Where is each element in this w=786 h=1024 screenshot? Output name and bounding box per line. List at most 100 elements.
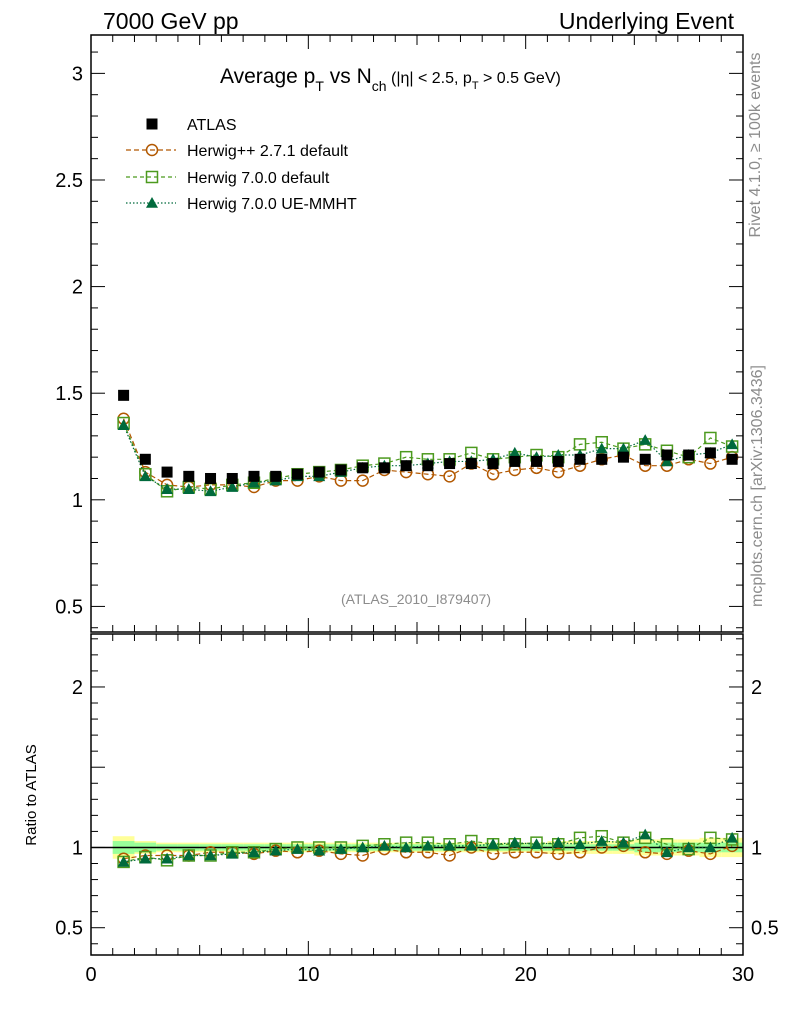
x-tick-label: 0 xyxy=(85,964,96,986)
ratio-y-tick-label-right: 0.5 xyxy=(751,918,779,940)
point-atlas xyxy=(422,460,434,472)
ratio-point-herwig7ue xyxy=(182,849,195,861)
point-herwig7ue xyxy=(226,481,239,492)
header-right: Underlying Event xyxy=(559,8,735,34)
point-atlas xyxy=(661,449,673,461)
ratio-point-herwig7ue xyxy=(248,846,260,858)
ratio-point-herwigpp xyxy=(552,847,565,861)
point-herwig7ue xyxy=(726,438,739,450)
ratio-line-herwigpp xyxy=(123,845,733,860)
ratio-point-herwig7ue xyxy=(400,841,413,853)
point-herwig7ue xyxy=(182,483,195,494)
point-herwig7ue xyxy=(204,485,217,497)
point-atlas xyxy=(161,466,173,478)
ratio-point-herwig7ue xyxy=(617,836,630,848)
legend-marker-herwig7ue xyxy=(146,197,158,208)
header-left: 7000 GeV pp xyxy=(103,8,239,34)
x-tick-label: 10 xyxy=(297,964,319,986)
ratio-point-herwig7ue xyxy=(421,839,434,851)
point-atlas xyxy=(139,453,151,465)
x-tick-label: 30 xyxy=(732,964,754,986)
x-tick-label: 20 xyxy=(515,964,537,986)
point-atlas xyxy=(617,451,629,463)
ratio-point-herwig7ue xyxy=(574,838,586,850)
ratio-point-herwig7ue xyxy=(313,844,326,856)
legend-marker-herwig7 xyxy=(145,170,159,184)
ratio-point-herwig7ue xyxy=(334,843,347,854)
ratio-point-herwig7ue xyxy=(269,844,282,856)
ratio-y-tick-label-left: 0.5 xyxy=(55,918,83,940)
ratio-point-herwig7ue xyxy=(726,831,739,843)
ratio-point-herwig7ue xyxy=(378,839,391,851)
point-herwig7ue xyxy=(248,476,260,488)
ratio-ylabel: Ratio to ATLAS xyxy=(23,744,40,845)
ratio-point-herwig7ue xyxy=(291,843,304,854)
ratio-point-herwig7ue xyxy=(117,855,130,867)
legend-marker-atlas xyxy=(146,118,158,130)
point-atlas xyxy=(465,458,477,470)
ratio-point-herwig7ue xyxy=(226,847,239,859)
point-atlas xyxy=(226,472,238,484)
ratio-y-tick-label-left: 1 xyxy=(72,837,83,859)
point-atlas xyxy=(574,453,586,465)
point-atlas xyxy=(487,458,499,470)
point-atlas xyxy=(531,455,543,467)
ratio-point-herwig7ue xyxy=(161,852,174,864)
y-tick-label: 2.5 xyxy=(55,170,83,192)
point-atlas xyxy=(639,453,651,465)
point-herwig7ue xyxy=(161,483,174,494)
y-tick-label: 3 xyxy=(72,63,83,85)
ratio-panel: 0.5 0.51 12 20 10 20 30 xyxy=(55,633,779,986)
ratio-point-herwig7ue xyxy=(704,841,717,853)
main-panel: 0.5 1 1.5 2 2.5 3 xyxy=(55,34,744,633)
legend-label-atlas: ATLAS xyxy=(187,117,237,134)
series-line-herwigpp xyxy=(123,418,733,488)
legend-marker-herwigpp xyxy=(145,143,159,157)
point-herwigpp xyxy=(356,474,369,487)
ratio-point-herwig7ue xyxy=(204,849,217,861)
point-herwig7 xyxy=(704,431,717,445)
point-herwigpp xyxy=(552,465,565,479)
y-tick-label: 1.5 xyxy=(55,383,83,405)
ratio-point-herwig7ue xyxy=(639,828,652,840)
legend-label-herwigpp: Herwig++ 2.7.1 default xyxy=(187,143,349,160)
point-atlas xyxy=(291,468,303,480)
point-herwig7ue xyxy=(139,470,152,482)
ratio-point-herwig7ue xyxy=(508,836,521,848)
ratio-point-herwigpp xyxy=(638,846,652,859)
point-atlas xyxy=(683,449,695,461)
mcplots-label: mcplots.cern.ch [arXiv:1306.3436] xyxy=(749,365,766,607)
rivet-label: Rivet 4.1.0, ≥ 100k events xyxy=(747,53,764,238)
ratio-y-tick-label-left: 2 xyxy=(72,677,83,699)
analysis-watermark: (ATLAS_2010_I879407) xyxy=(341,591,491,607)
point-atlas xyxy=(313,466,325,478)
ratio-point-herwig7ue xyxy=(552,836,565,848)
point-herwig7ue xyxy=(639,434,652,445)
ratio-point-herwig7ue xyxy=(356,841,369,853)
series-line-herwig7 xyxy=(123,422,733,492)
point-herwig7ue xyxy=(508,446,521,458)
point-herwigpp xyxy=(443,470,456,483)
ratio-frame xyxy=(90,633,744,956)
legend: ATLAS Herwig++ 2.7.1 default Herwig 7.0.0 … xyxy=(126,117,357,213)
point-atlas xyxy=(726,453,738,465)
ratio-line-herwig7 xyxy=(123,835,733,863)
point-atlas xyxy=(205,472,217,484)
point-atlas xyxy=(248,470,260,482)
ratio-point-herwig7ue xyxy=(595,835,608,846)
point-atlas xyxy=(704,447,716,459)
point-herwig7ue xyxy=(617,442,630,454)
point-atlas xyxy=(596,453,608,465)
ratio-point-herwig7ue xyxy=(443,839,456,851)
ratio-point-herwig7ue xyxy=(660,846,673,858)
ratio-y-tick-label-right: 1 xyxy=(751,837,762,859)
main-title: Average pT vs Nch (|η| < 2.5, pT > 0.5 G… xyxy=(220,65,561,94)
point-herwig7ue xyxy=(660,455,673,467)
y-tick-label: 2 xyxy=(72,277,83,299)
y-tick-label: 0.5 xyxy=(55,596,83,618)
point-herwig7ue xyxy=(117,419,130,430)
legend-label-herwig7: Herwig 7.0.0 default xyxy=(187,170,330,187)
point-atlas xyxy=(357,462,369,474)
point-atlas xyxy=(118,389,130,401)
